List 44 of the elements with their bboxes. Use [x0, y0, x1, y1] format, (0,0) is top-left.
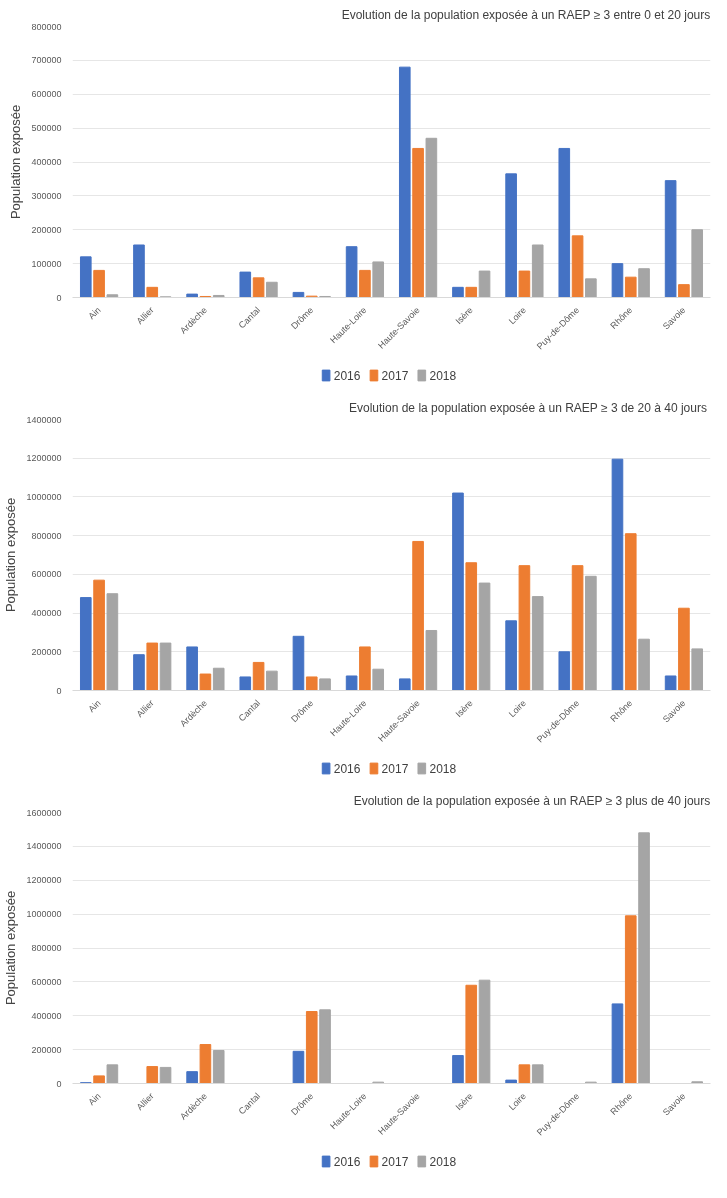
- y-tick-label: 200000: [31, 224, 62, 235]
- y-tick-label: 1000000: [26, 909, 62, 920]
- y-tick-label: 1000000: [26, 491, 62, 502]
- chart-title: Evolution de la population exposée à un RAEP ≥ 3 de 20 à 40 jours: [349, 400, 707, 415]
- y-tick-label: 400000: [31, 608, 62, 619]
- x-tick-label: Ain: [86, 1090, 103, 1108]
- chart-title: Evolution de la population exposée à un RAEP ≥ 3 plus de 40 jours: [353, 793, 711, 808]
- y-tick-label: 1400000: [26, 841, 62, 852]
- legend-label: 2017: [381, 1155, 409, 1169]
- y-tick-label: 600000: [31, 569, 62, 580]
- legend-label: 2016: [333, 369, 361, 383]
- y-tick-label: 200000: [31, 646, 62, 657]
- chart-title: Evolution de la population exposée à un RAEP ≥ 3 entre 0 et 20 jours: [341, 7, 711, 22]
- y-tick-label: 400000: [31, 1010, 62, 1021]
- x-tick-label: Ain: [86, 697, 103, 715]
- y-axis-title: Population exposée: [8, 104, 24, 220]
- y-tick-label: 300000: [31, 190, 62, 201]
- legend-label: 2016: [333, 1155, 361, 1169]
- y-tick-label: 1600000: [26, 807, 62, 818]
- y-tick-label: 200000: [31, 1044, 62, 1055]
- legend-label: 2018: [429, 369, 457, 383]
- legend-label: 2018: [429, 1155, 457, 1169]
- y-tick-label: 1200000: [26, 453, 62, 464]
- legend-label: 2016: [333, 762, 361, 776]
- y-tick-label: 600000: [31, 89, 62, 100]
- y-tick-label: 0: [56, 685, 62, 696]
- y-tick-label: 0: [56, 292, 62, 303]
- y-tick-label: 100000: [31, 258, 62, 269]
- x-tick-label: Ain: [86, 304, 103, 322]
- y-tick-label: 0: [56, 1078, 62, 1089]
- y-tick-label: 800000: [31, 943, 62, 953]
- y-tick-label: 700000: [31, 55, 62, 66]
- y-tick-label: 600000: [31, 976, 62, 987]
- y-tick-label: 1400000: [26, 414, 62, 425]
- y-axis-title: Population exposée: [3, 497, 19, 613]
- y-tick-label: 500000: [31, 123, 62, 134]
- legend-label: 2017: [381, 369, 409, 383]
- legend-label: 2018: [429, 762, 457, 776]
- legend-label: 2017: [381, 762, 409, 776]
- y-tick-label: 800000: [31, 530, 62, 541]
- y-axis-title: Population exposée: [3, 890, 19, 1006]
- y-tick-label: 800000: [31, 21, 62, 32]
- y-tick-label: 400000: [31, 157, 62, 167]
- y-tick-label: 1200000: [26, 875, 62, 886]
